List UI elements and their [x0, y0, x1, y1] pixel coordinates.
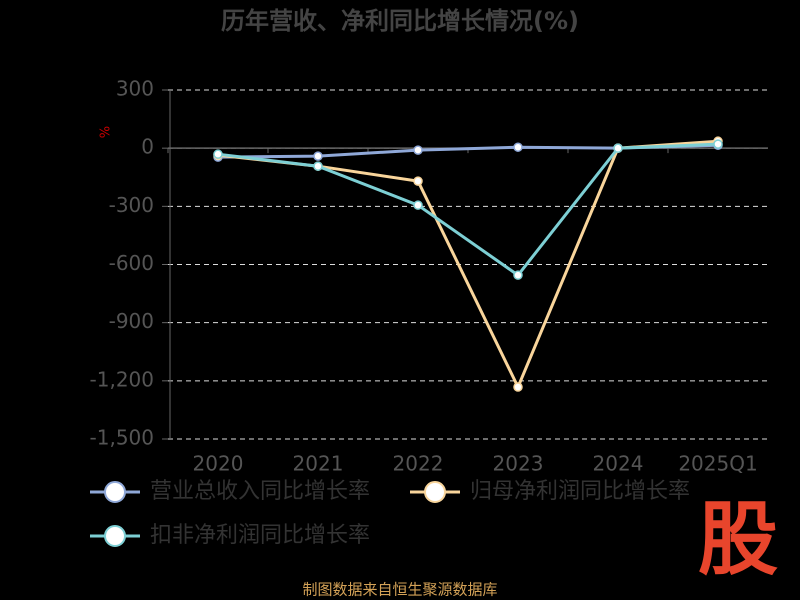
legend-label: 归母净利润同比增长率 — [470, 479, 690, 504]
chart-title: 历年营收、净利同比增长情况(%) — [221, 7, 579, 35]
y-tick-label: 0 — [141, 135, 154, 159]
data-point — [513, 270, 523, 280]
x-tick-label: 2021 — [293, 452, 344, 476]
data-point — [213, 149, 223, 159]
source-note: 制图数据来自恒生聚源数据库 — [302, 581, 497, 599]
data-point — [413, 176, 423, 186]
y-tick-label: -1,200 — [90, 367, 154, 391]
y-tick-label: -600 — [109, 251, 154, 275]
legend-marker — [424, 481, 446, 503]
series-line — [217, 142, 719, 278]
data-point — [513, 142, 523, 152]
y-tick-label: -1,500 — [90, 426, 154, 450]
data-point — [413, 200, 423, 210]
x-tick-label: 2020 — [193, 452, 244, 476]
legend-label: 营业总收入同比增长率 — [150, 479, 370, 504]
legend-marker — [104, 481, 126, 503]
data-point — [513, 382, 523, 392]
data-point — [613, 143, 623, 153]
logo: 股 — [698, 493, 778, 586]
data-point — [413, 145, 423, 155]
x-tick-label: 2024 — [593, 452, 644, 476]
y-tick-label: 300 — [116, 77, 154, 101]
legend-label: 扣非净利润同比增长率 — [150, 523, 370, 548]
y-unit: % — [99, 126, 114, 138]
y-tick-label: -300 — [109, 193, 154, 217]
legend-marker — [104, 525, 126, 547]
data-point — [713, 139, 723, 149]
data-point — [313, 161, 323, 171]
data-point — [313, 151, 323, 161]
x-tick-label: 2025Q1 — [678, 452, 757, 476]
x-tick-label: 2023 — [493, 452, 544, 476]
y-tick-label: -900 — [109, 309, 154, 333]
x-tick-label: 2022 — [393, 452, 444, 476]
